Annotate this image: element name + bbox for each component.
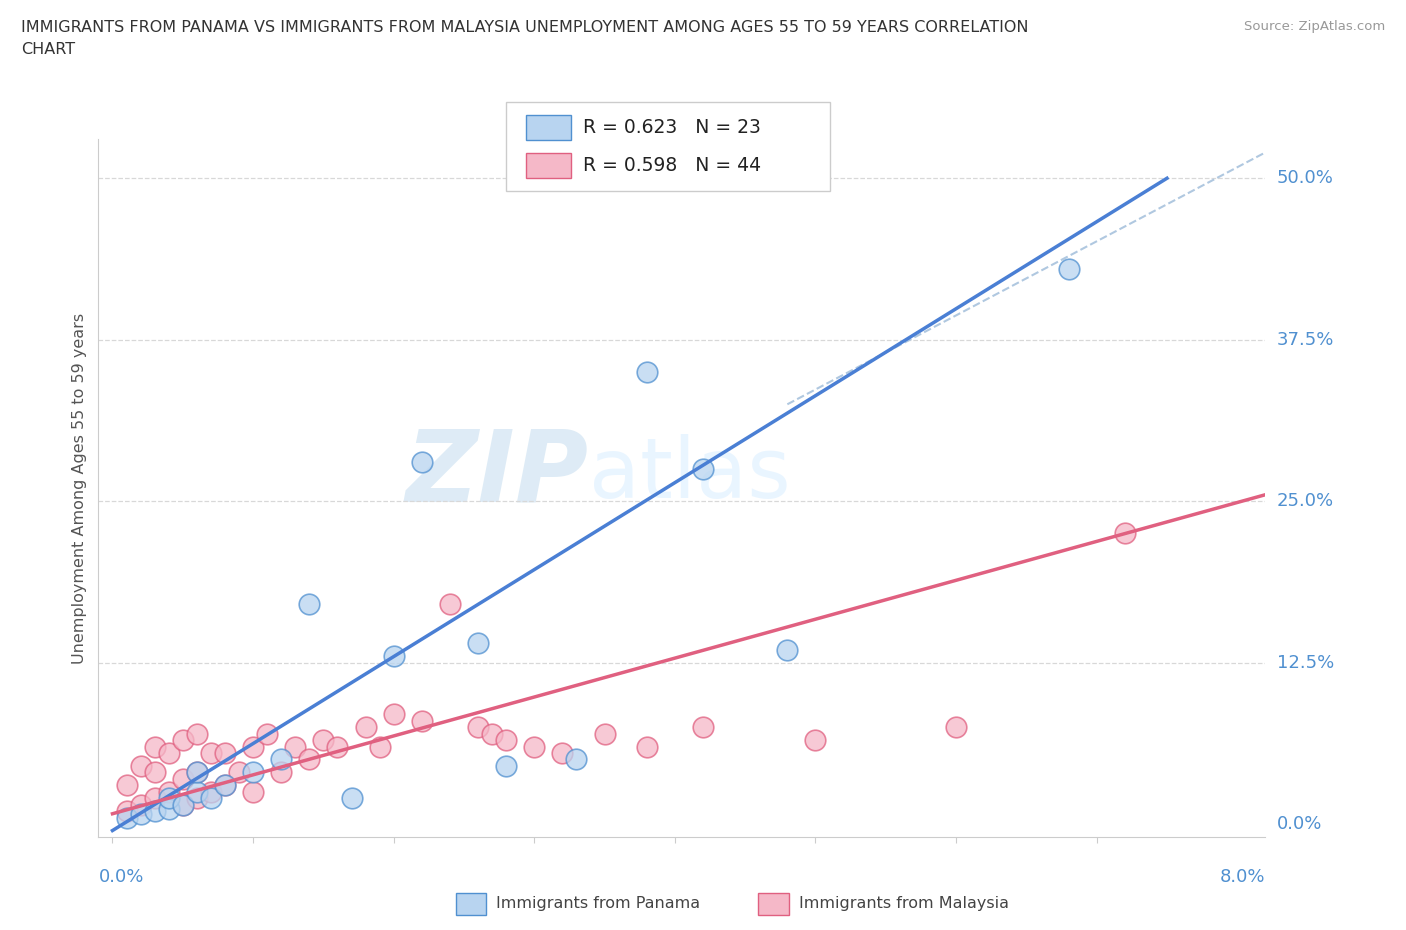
Point [636, 739, 658, 754]
Text: Immigrants from Malaysia: Immigrants from Malaysia [799, 897, 1008, 911]
Point [172, 772, 194, 787]
Point [200, 784, 222, 799]
Text: R = 0.598   N = 44: R = 0.598 N = 44 [583, 156, 762, 175]
Point [692, 461, 714, 476]
Point [129, 797, 152, 812]
Text: 37.5%: 37.5% [1277, 331, 1334, 349]
Point [115, 804, 138, 818]
Y-axis label: Unemployment Among Ages 55 to 59 years: Unemployment Among Ages 55 to 59 years [72, 312, 87, 664]
Point [368, 739, 391, 754]
Point [186, 726, 208, 741]
Point [312, 733, 335, 748]
Point [115, 777, 138, 792]
Text: Source: ZipAtlas.com: Source: ZipAtlas.com [1244, 20, 1385, 33]
Point [945, 720, 967, 735]
Point [270, 765, 292, 780]
Point [382, 649, 405, 664]
Point [523, 739, 546, 754]
Text: 12.5%: 12.5% [1277, 654, 1334, 671]
Point [143, 804, 166, 818]
Point [551, 746, 574, 761]
Point [228, 765, 250, 780]
Point [242, 784, 264, 799]
Point [1057, 261, 1080, 276]
Point [157, 790, 180, 805]
Point [467, 720, 489, 735]
Text: 0.0%: 0.0% [1277, 815, 1322, 833]
Point [565, 752, 588, 767]
Point [439, 597, 461, 612]
Point [354, 720, 377, 735]
Point [495, 759, 517, 774]
Point [143, 739, 166, 754]
Point [186, 784, 208, 799]
Point [129, 806, 152, 821]
Point [593, 726, 616, 741]
Text: 8.0%: 8.0% [1220, 868, 1265, 885]
Point [326, 739, 349, 754]
Text: IMMIGRANTS FROM PANAMA VS IMMIGRANTS FROM MALAYSIA UNEMPLOYMENT AMONG AGES 55 TO: IMMIGRANTS FROM PANAMA VS IMMIGRANTS FRO… [21, 20, 1029, 35]
Point [340, 790, 363, 805]
Point [284, 739, 307, 754]
Point [270, 752, 292, 767]
Point [214, 746, 236, 761]
Point [143, 790, 166, 805]
Text: 50.0%: 50.0% [1277, 169, 1333, 187]
Point [172, 733, 194, 748]
Point [157, 801, 180, 816]
Point [256, 726, 278, 741]
Point [411, 455, 433, 470]
Point [200, 746, 222, 761]
Point [1114, 526, 1136, 541]
Point [157, 746, 180, 761]
Point [186, 765, 208, 780]
Point [186, 765, 208, 780]
Point [692, 720, 714, 735]
Point [143, 765, 166, 780]
Text: R = 0.623   N = 23: R = 0.623 N = 23 [583, 118, 762, 137]
Point [382, 707, 405, 722]
Text: 25.0%: 25.0% [1277, 492, 1334, 511]
Point [298, 597, 321, 612]
Point [242, 765, 264, 780]
Text: 0.0%: 0.0% [98, 868, 143, 885]
Point [495, 733, 517, 748]
Text: CHART: CHART [21, 42, 75, 57]
Point [214, 777, 236, 792]
Point [242, 739, 264, 754]
Point [298, 752, 321, 767]
Point [411, 713, 433, 728]
Point [636, 365, 658, 379]
Point [481, 726, 503, 741]
Point [186, 790, 208, 805]
Text: ZIP: ZIP [405, 426, 589, 523]
Text: atlas: atlas [589, 433, 790, 515]
Point [157, 784, 180, 799]
Point [804, 733, 827, 748]
Text: Immigrants from Panama: Immigrants from Panama [496, 897, 700, 911]
Point [172, 797, 194, 812]
Point [115, 810, 138, 825]
Point [214, 777, 236, 792]
Point [200, 790, 222, 805]
Point [129, 759, 152, 774]
Point [467, 636, 489, 651]
Point [776, 643, 799, 658]
Point [172, 797, 194, 812]
